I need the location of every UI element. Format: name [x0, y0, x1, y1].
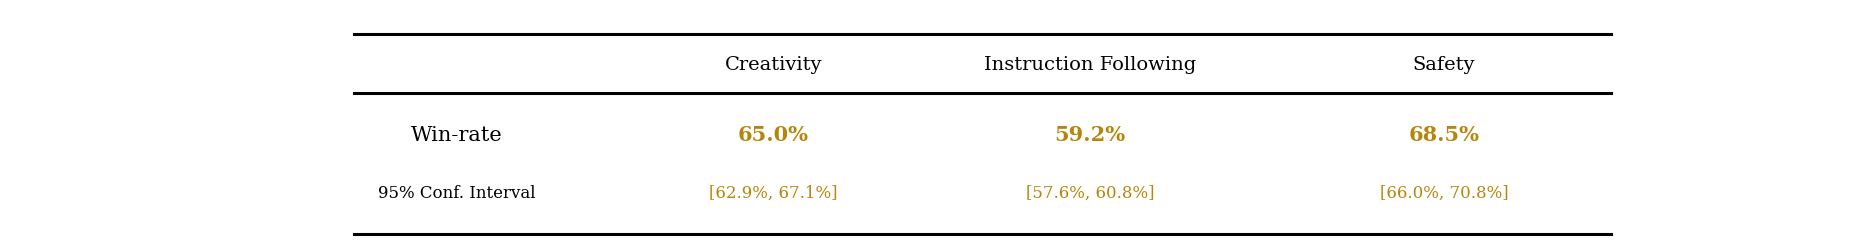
Text: 65.0%: 65.0% — [738, 125, 809, 145]
Text: [57.6%, 60.8%]: [57.6%, 60.8%] — [1027, 184, 1153, 201]
Text: Creativity: Creativity — [725, 55, 822, 73]
Text: 59.2%: 59.2% — [1054, 125, 1125, 145]
Text: [66.0%, 70.8%]: [66.0%, 70.8%] — [1379, 184, 1509, 201]
Text: 68.5%: 68.5% — [1408, 125, 1479, 145]
Text: 95% Conf. Interval: 95% Conf. Interval — [378, 184, 535, 201]
Text: Win-rate: Win-rate — [410, 125, 503, 144]
Text: [62.9%, 67.1%]: [62.9%, 67.1%] — [710, 184, 836, 201]
Text: Safety: Safety — [1412, 55, 1475, 73]
Text: Instruction Following: Instruction Following — [984, 55, 1196, 73]
